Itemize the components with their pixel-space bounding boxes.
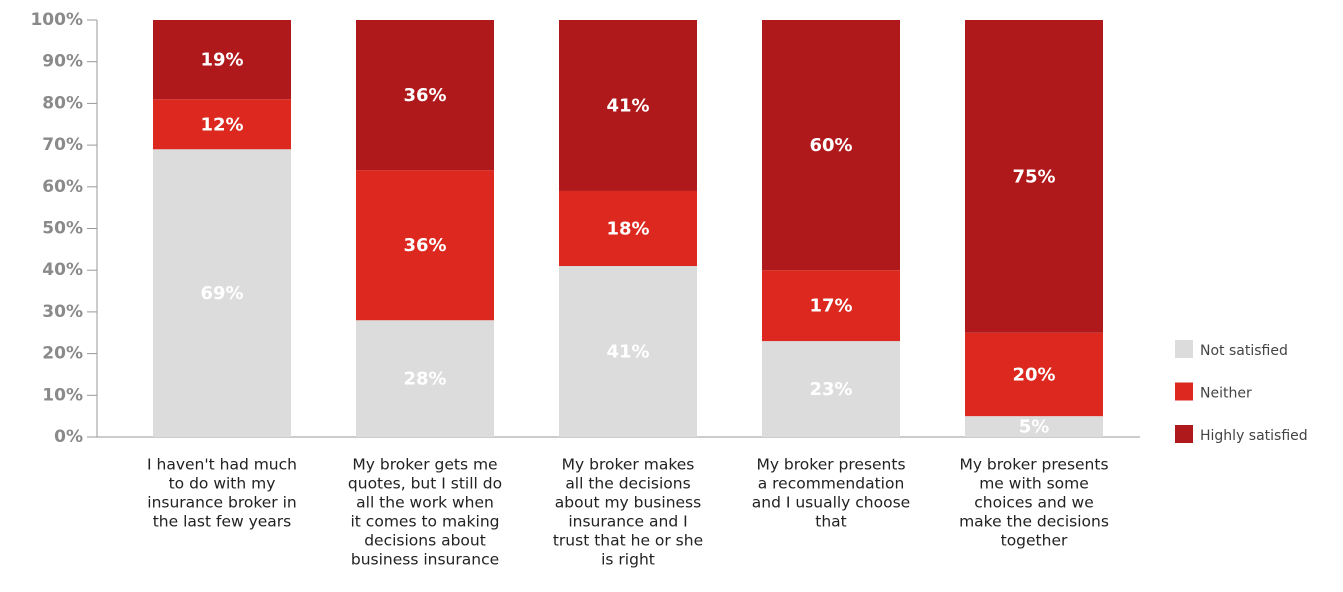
legend-label: Neither <box>1200 386 1252 402</box>
x-tick-label: together <box>1001 532 1068 550</box>
bar-segment <box>153 149 291 437</box>
data-label: 5% <box>1019 417 1050 438</box>
x-tick-label: all the work when <box>356 494 494 512</box>
x-tick-label: and I usually choose <box>752 494 910 512</box>
data-label: 23% <box>809 379 852 400</box>
x-tick-label: choices and we <box>974 494 1094 512</box>
legend-label: Not satisfied <box>1200 343 1288 359</box>
bar-segment <box>356 170 494 321</box>
legend-swatch <box>1175 425 1193 443</box>
data-label: 20% <box>1012 364 1055 385</box>
y-tick-label: 100% <box>30 10 83 30</box>
bar-segment <box>762 20 900 271</box>
x-tick-label: about my business <box>555 494 701 512</box>
y-tick-label: 90% <box>42 52 83 72</box>
data-label: 41% <box>606 342 649 363</box>
y-tick-label: 80% <box>42 93 83 113</box>
x-tick-label: I haven't had much <box>147 456 297 474</box>
bar-segment <box>356 320 494 437</box>
bar-segment <box>965 416 1103 437</box>
bar-segment <box>762 270 900 342</box>
bar-segment <box>153 20 291 100</box>
y-tick-label: 20% <box>42 344 83 364</box>
y-tick-label: 0% <box>54 427 83 447</box>
x-tick-label: it comes to making <box>351 513 500 531</box>
data-label: 17% <box>809 296 852 317</box>
x-tick-label: that <box>815 513 846 531</box>
bar-segment <box>559 20 697 191</box>
legend-swatch <box>1175 382 1193 401</box>
x-tick-label: quotes, but I still do <box>348 475 502 493</box>
data-label: 18% <box>606 219 649 240</box>
legend-label: Highly satisfied <box>1200 428 1308 444</box>
data-label: 28% <box>403 369 446 390</box>
data-label: 19% <box>200 50 243 71</box>
y-tick-label: 70% <box>42 135 83 155</box>
y-tick-label: 30% <box>42 302 83 322</box>
x-tick-label: is right <box>601 551 655 569</box>
legend-swatch <box>1175 340 1193 358</box>
data-label: 60% <box>809 135 852 156</box>
x-tick-label: make the decisions <box>959 513 1109 531</box>
bar-segment <box>965 20 1103 333</box>
x-tick-label: insurance and I <box>568 513 687 531</box>
x-tick-label: a recommendation <box>758 475 905 493</box>
x-tick-label: business insurance <box>351 551 499 569</box>
x-tick-label: insurance broker in <box>147 494 296 512</box>
bar-segment <box>153 99 291 150</box>
x-tick-label: My broker presents <box>756 456 905 474</box>
bar-segment <box>559 266 697 437</box>
x-tick-label: me with some <box>979 475 1089 493</box>
x-tick-label: My broker gets me <box>352 456 497 474</box>
data-label: 36% <box>403 235 446 256</box>
bar-segment <box>356 20 494 171</box>
data-label: 36% <box>403 85 446 106</box>
y-tick-label: 50% <box>42 219 83 239</box>
data-label: 12% <box>200 114 243 135</box>
x-tick-label: decisions about <box>364 532 486 550</box>
x-tick-label: all the decisions <box>565 475 690 493</box>
x-tick-label: My broker makes <box>562 456 695 474</box>
data-label: 75% <box>1012 166 1055 187</box>
x-tick-label: trust that he or she <box>553 532 703 550</box>
y-tick-label: 40% <box>42 260 83 280</box>
data-label: 69% <box>200 283 243 304</box>
x-tick-label: to do with my <box>169 475 276 493</box>
x-tick-label: My broker presents <box>959 456 1108 474</box>
y-tick-label: 60% <box>42 177 83 197</box>
x-tick-label: the last few years <box>153 513 292 531</box>
bar-segment <box>762 341 900 437</box>
data-label: 41% <box>606 95 649 116</box>
y-tick-label: 10% <box>42 385 83 405</box>
bar-segment <box>559 190 697 267</box>
bar-segment <box>965 332 1103 417</box>
